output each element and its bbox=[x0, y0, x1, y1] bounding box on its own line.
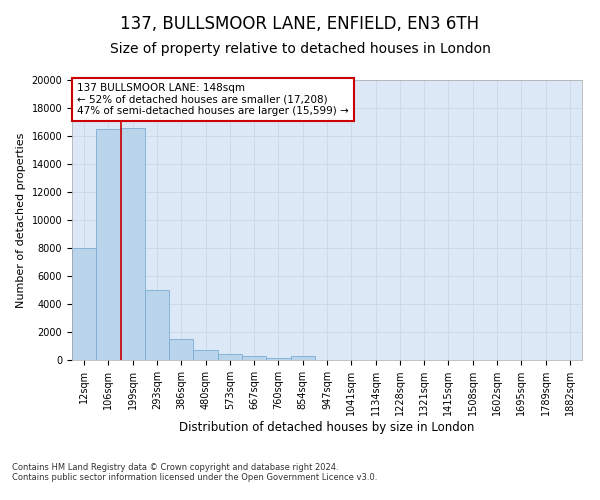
Text: 137, BULLSMOOR LANE, ENFIELD, EN3 6TH: 137, BULLSMOOR LANE, ENFIELD, EN3 6TH bbox=[121, 15, 479, 33]
Text: Contains public sector information licensed under the Open Government Licence v3: Contains public sector information licen… bbox=[12, 474, 377, 482]
X-axis label: Distribution of detached houses by size in London: Distribution of detached houses by size … bbox=[179, 421, 475, 434]
Bar bbox=[290, 356, 315, 360]
Bar bbox=[72, 248, 96, 360]
Bar bbox=[169, 339, 193, 360]
Bar bbox=[218, 354, 242, 360]
Text: Contains HM Land Registry data © Crown copyright and database right 2024.: Contains HM Land Registry data © Crown c… bbox=[12, 464, 338, 472]
Bar bbox=[242, 356, 266, 360]
Text: Size of property relative to detached houses in London: Size of property relative to detached ho… bbox=[110, 42, 490, 56]
Bar bbox=[193, 350, 218, 360]
Bar bbox=[121, 128, 145, 360]
Bar bbox=[266, 358, 290, 360]
Bar bbox=[96, 129, 121, 360]
Y-axis label: Number of detached properties: Number of detached properties bbox=[16, 132, 26, 308]
Bar bbox=[145, 290, 169, 360]
Text: 137 BULLSMOOR LANE: 148sqm
← 52% of detached houses are smaller (17,208)
47% of : 137 BULLSMOOR LANE: 148sqm ← 52% of deta… bbox=[77, 83, 349, 116]
